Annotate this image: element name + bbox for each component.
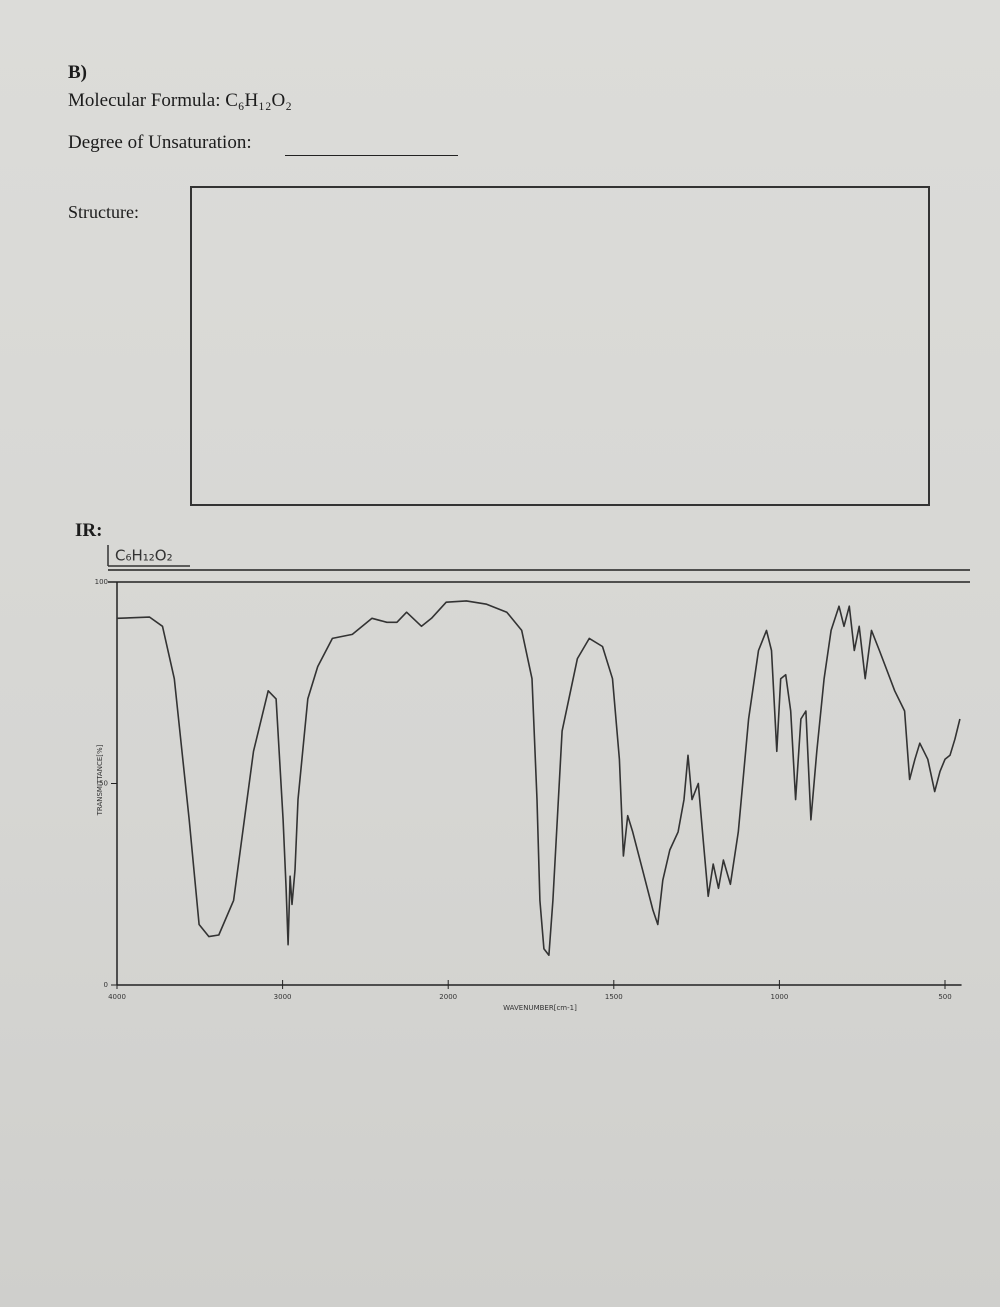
molecular-formula: Molecular Formula: C₆H₁₂O₂	[68, 90, 292, 111]
structure-label: Structure:	[68, 202, 139, 222]
x-tick-label: 500	[938, 993, 951, 1001]
y-tick-label: 0	[104, 981, 108, 989]
x-tick-label: 4000	[108, 993, 126, 1001]
answer-line	[285, 155, 458, 156]
degree-of-unsaturation-label: Degree of Unsaturation:	[68, 132, 252, 153]
x-tick-label: 2000	[439, 993, 457, 1001]
y-tick-label: 50	[99, 780, 108, 788]
section-label: B)	[68, 62, 87, 83]
x-axis-label: WAVENUMBER[cm-1]	[503, 1004, 577, 1012]
x-tick-label: 3000	[274, 993, 292, 1001]
structure-box	[190, 186, 930, 506]
spectrum-line	[116, 600, 961, 956]
y-tick-label: 100	[95, 578, 108, 586]
y-axis-label: TRANSMITTANCE[%]	[96, 744, 104, 816]
ir-label: IR:	[75, 520, 103, 541]
x-tick-label: 1500	[605, 993, 623, 1001]
x-tick-label: 1000	[770, 993, 788, 1001]
sample-label: C₆H₁₂O₂	[115, 547, 173, 565]
